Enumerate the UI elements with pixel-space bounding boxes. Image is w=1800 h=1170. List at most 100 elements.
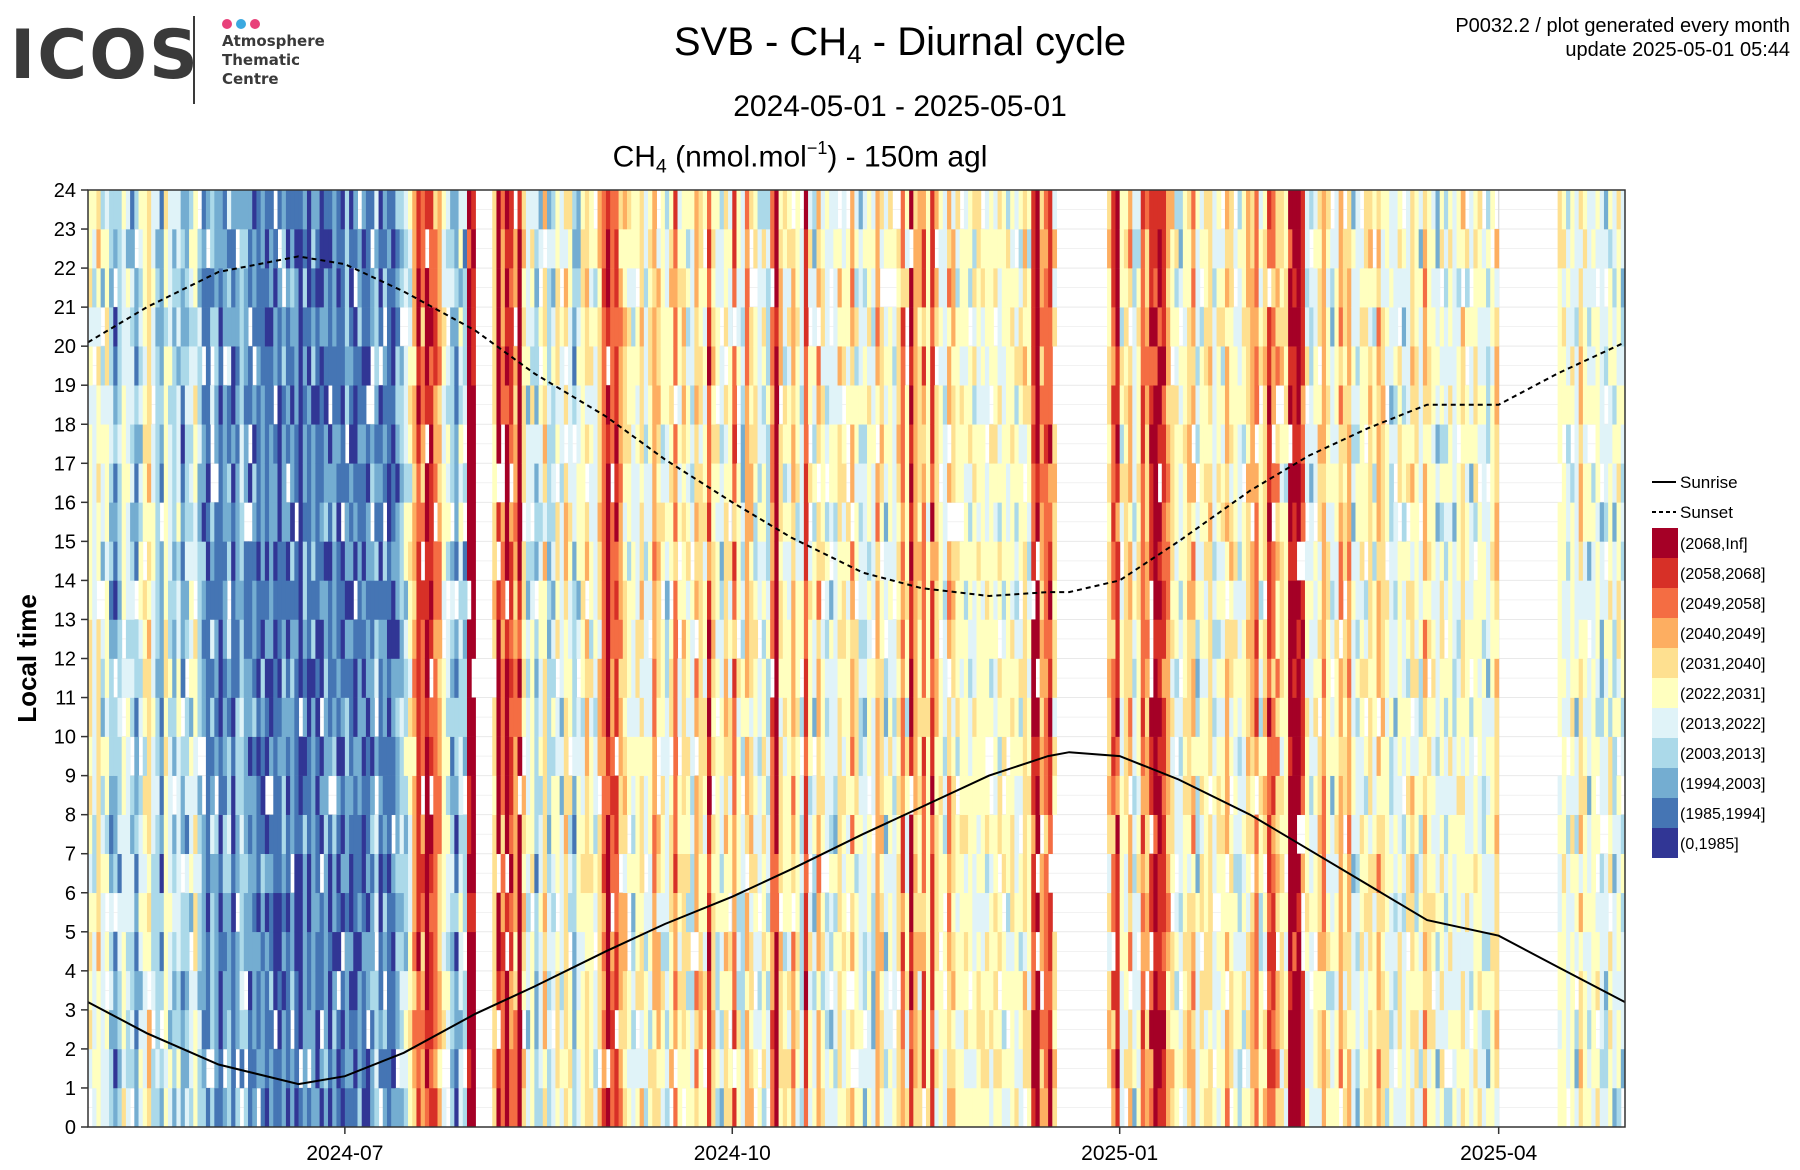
heatmap-cell (618, 931, 624, 972)
heatmap-cell (681, 775, 687, 815)
heatmap-cell (559, 385, 565, 425)
heatmap-cell (100, 892, 106, 933)
heatmap-cell (256, 424, 262, 464)
heatmap-cell (635, 1048, 641, 1089)
heatmap-cell (163, 892, 169, 933)
heatmap-cell (361, 853, 367, 894)
heatmap-cell (159, 658, 165, 698)
heatmap-cell (273, 775, 278, 815)
heatmap-cell (803, 268, 809, 308)
heatmap-cell (660, 229, 666, 269)
heatmap-cell (622, 1009, 628, 1050)
heatmap-cell (601, 1048, 607, 1089)
heatmap-cell (163, 619, 169, 659)
heatmap-cell (736, 580, 742, 620)
heatmap-cell (774, 892, 780, 933)
heatmap-cell (281, 229, 287, 269)
heatmap-cell (673, 346, 679, 386)
heatmap-cell (437, 853, 443, 894)
heatmap-cell (412, 541, 417, 581)
heatmap-cell (121, 346, 127, 386)
heatmap-cell (555, 1009, 561, 1050)
heatmap-cell (315, 190, 321, 230)
heatmap-cell (496, 502, 502, 542)
heatmap-cell (197, 853, 203, 894)
heatmap-cell (947, 307, 952, 347)
heatmap-cell (214, 502, 220, 542)
heatmap-cell (500, 814, 506, 855)
heatmap-cell (1010, 658, 1015, 698)
heatmap-cell (909, 1048, 914, 1089)
heatmap-cell (146, 385, 152, 425)
heatmap-cell (968, 268, 973, 308)
heatmap-cell (332, 424, 337, 464)
heatmap-cell (130, 268, 135, 308)
heatmap-cell (584, 697, 590, 737)
heatmap-cell (854, 853, 860, 894)
heatmap-cell (597, 892, 603, 933)
heatmap-cell (778, 619, 784, 659)
heatmap-cell (993, 229, 999, 269)
heatmap-cell (728, 307, 733, 347)
heatmap-cell (260, 1009, 266, 1050)
heatmap-cell (551, 229, 556, 269)
heatmap-cell (315, 268, 321, 308)
heatmap-cell (757, 814, 763, 855)
heatmap-cell (744, 736, 750, 776)
heatmap-cell (450, 814, 455, 855)
heatmap-cell (445, 814, 451, 855)
heatmap-cell (837, 346, 843, 386)
heatmap-cell (690, 463, 695, 503)
heatmap-cell (281, 385, 287, 425)
heatmap-cell (622, 853, 628, 894)
heatmap-cell (795, 1009, 801, 1050)
heatmap-cell (138, 346, 144, 386)
heatmap-cell (938, 268, 944, 308)
heatmap-cell (841, 463, 847, 503)
heatmap-cell (761, 736, 767, 776)
unit-title: CH4 (nmol.mol−1) - 150m agl (0, 138, 1600, 178)
heatmap-cell (168, 268, 173, 308)
heatmap-cell (837, 229, 843, 269)
heatmap-cell (723, 502, 729, 542)
heatmap-cell (504, 775, 510, 815)
heatmap-cell (151, 970, 156, 1011)
heatmap-cell (416, 736, 422, 776)
heatmap-cell (917, 619, 923, 659)
heatmap-cell (142, 775, 148, 815)
heatmap-cell (980, 346, 986, 386)
heatmap-cell (378, 736, 384, 776)
heatmap-cell (525, 580, 531, 620)
heatmap-cell (900, 1087, 906, 1128)
heatmap-cell (525, 424, 531, 464)
heatmap-cell (458, 424, 464, 464)
heatmap-cell (568, 307, 573, 347)
heatmap-cell (302, 424, 308, 464)
heatmap-cell (989, 307, 994, 347)
heatmap-cell (648, 502, 653, 542)
heatmap-cell (980, 931, 986, 972)
heatmap-cell (509, 502, 514, 542)
heatmap-cell (433, 697, 439, 737)
heatmap-cell (113, 463, 118, 503)
heatmap-cell (824, 619, 830, 659)
heatmap-cell (770, 775, 775, 815)
heatmap-cell (504, 541, 510, 581)
heatmap-cell (344, 385, 350, 425)
heatmap-cell (277, 970, 283, 1011)
heatmap-cell (787, 229, 792, 269)
heatmap-cell (546, 580, 552, 620)
heatmap-cell (294, 814, 300, 855)
heatmap-cell (622, 190, 628, 230)
heatmap-cell (420, 463, 426, 503)
heatmap-cell (770, 580, 775, 620)
heatmap-cell (1018, 775, 1024, 815)
heatmap-cell (728, 697, 733, 737)
heatmap-cell (353, 424, 358, 464)
heatmap-cell (235, 658, 241, 698)
heatmap-cell (184, 580, 190, 620)
heatmap-cell (833, 541, 839, 581)
heatmap-cell (509, 229, 514, 269)
heatmap-cell (328, 853, 333, 894)
heatmap-cell (993, 1087, 999, 1128)
